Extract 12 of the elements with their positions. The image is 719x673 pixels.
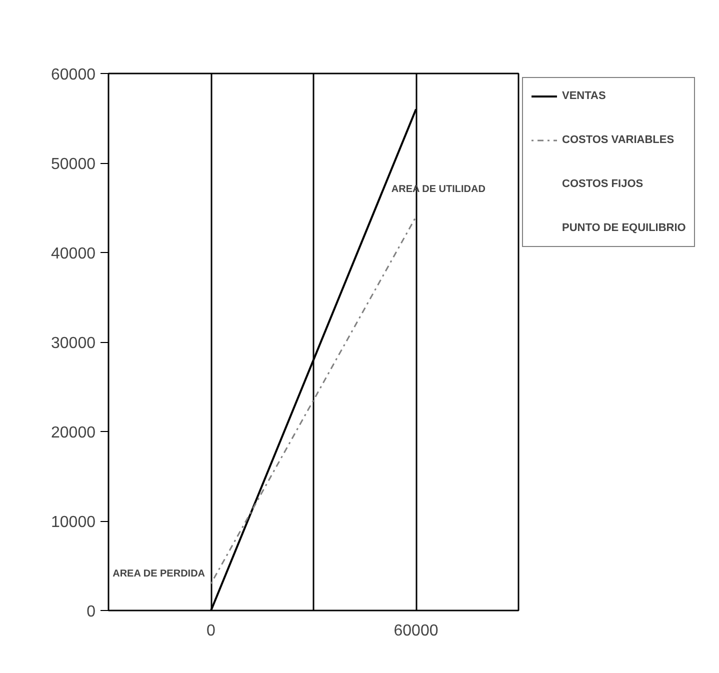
text: PUNTO DE EQUILIBRIO (562, 222, 686, 234)
y-tick-label: 10000 (51, 514, 96, 531)
legend-label: VENTAS (562, 90, 606, 102)
legend-label: COSTOS VARIABLES (562, 134, 674, 146)
text: COSTOS FIJOS (562, 178, 644, 190)
y-tick-label: 20000 (51, 424, 96, 442)
y-tick-label: 50000 (51, 156, 96, 173)
y-tick-label: 0 (86, 604, 96, 620)
y-tick-label: 60000 (51, 66, 96, 84)
y-tick-label: 30000 (51, 335, 96, 352)
annotation: AREA DE PERDIDA (112, 568, 206, 580)
y-tick-label: 40000 (51, 246, 96, 262)
